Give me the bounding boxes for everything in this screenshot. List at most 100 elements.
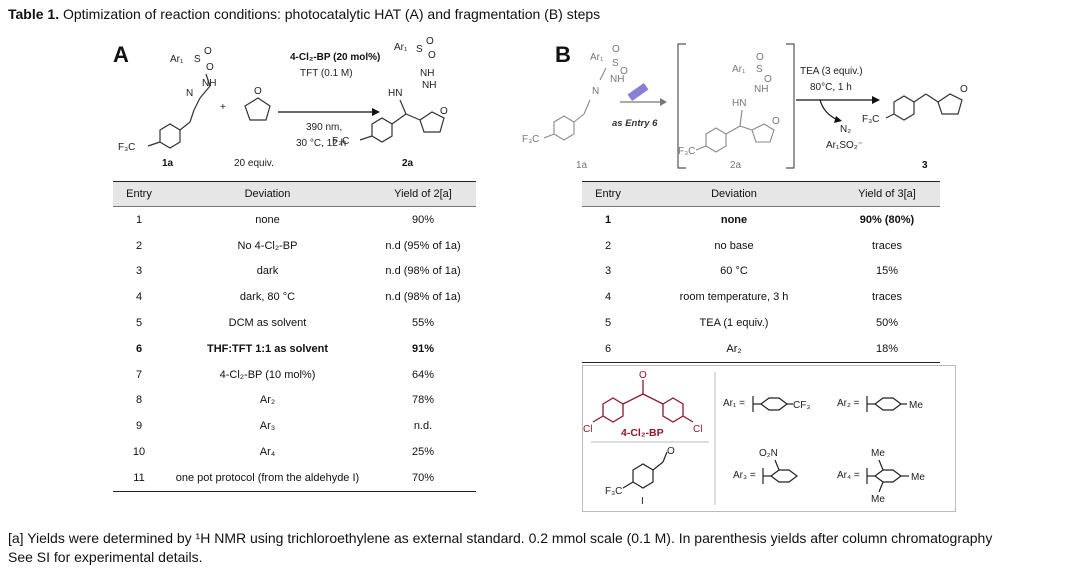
table-row: 9 Ar₃ n.d. [113, 413, 476, 439]
entry-cell: 11 [113, 464, 165, 492]
entry-cell: 6 [135, 342, 143, 355]
table-row: 1 none 90% (80%) [582, 207, 940, 233]
legend-structures: O Cl Cl 4-Cl₂-BP O F₃C I Ar₁ = CF₃ Ar₂ =… [583, 370, 925, 507]
table-row: 5 TEA (1 equiv.) 50% [582, 310, 940, 336]
yield-cell: 90% (80%) [859, 213, 915, 226]
svg-text:S: S [756, 64, 763, 75]
molecule-1a: Ar₁ S O O NH N F₃C [118, 46, 216, 153]
ar1-text-b2: Ar₁ [732, 64, 746, 75]
deviation-cell: THF:TFT 1:1 as solvent [206, 342, 329, 355]
yield-cell: 90% [411, 213, 435, 226]
table-row: 5 DCM as solvent 55% [113, 310, 476, 336]
legend-box: O Cl Cl 4-Cl₂-BP O F₃C I Ar₁ = CF₃ Ar₂ =… [582, 365, 956, 512]
aldehyde-i: I [641, 496, 644, 507]
lamp-icon [627, 82, 649, 102]
as-entry-label: as Entry 6 [612, 118, 658, 129]
deviation-cell: dark, 80 °C [239, 291, 296, 304]
table-row: 2 no base traces [582, 233, 940, 259]
condition-temp-a: 30 °C, 12 h [296, 138, 346, 149]
svg-text:S: S [194, 54, 201, 65]
yield-cell: 18% [834, 335, 940, 363]
deviation-cell: one pot protocol (from the aldehyde I) [165, 464, 370, 492]
entry-cell: 8 [135, 394, 143, 407]
entry-cell: 7 [135, 368, 143, 381]
svg-text:O: O [620, 66, 628, 77]
svg-text:O: O [960, 84, 968, 95]
deviation-cell: dark [256, 265, 279, 278]
table-row: 7 4-Cl₂-BP (10 mol%) 64% [113, 362, 476, 388]
reagent-catalyst-a: 4-Cl₂-BP (20 mol%) [290, 52, 380, 63]
svg-text:O: O [756, 52, 764, 63]
scheme-b: Ar₁ O S O NH N F₃C 1a as Entry 6 Ar₁ O S… [522, 43, 968, 171]
table-b-header: Entry Deviation Yield of 3[a] [582, 181, 940, 207]
entry-cell: 5 [604, 317, 612, 330]
svg-text:NH: NH [422, 80, 436, 91]
ar3-sub: O₂N [759, 448, 778, 459]
svg-text:NH: NH [420, 68, 434, 79]
entry-cell: 6 [582, 335, 634, 363]
deviation-cell: Ar₂ [259, 394, 276, 407]
table-row: 8 Ar₂ 78% [113, 388, 476, 414]
deviation-cell: room temperature, 3 h [679, 291, 789, 304]
svg-text:O: O [426, 36, 434, 47]
deviation-cell: TEA (1 equiv.) [699, 317, 769, 330]
thf-molecule: O [244, 86, 271, 121]
footnote-line1: [a] Yields were determined by ¹H NMR usi… [8, 530, 993, 546]
deviation-cell: Ar₃ [259, 420, 276, 433]
svg-text:O: O [772, 116, 780, 127]
table-caption: Table 1. Optimization of reaction condit… [8, 6, 600, 22]
byproduct-n2: N₂ [840, 124, 851, 135]
molecule-2a: Ar₁ S O O NH NH HN O F₃C [332, 36, 448, 147]
entry-cell: 1 [135, 213, 143, 226]
catalyst-structure: O [592, 370, 694, 423]
yield-cell: n.d. [413, 420, 433, 433]
entry-cell: 2 [604, 239, 612, 252]
ar3-label: Ar₃ = [733, 470, 756, 481]
label-2a-b: 2a [730, 160, 742, 171]
reagent-solvent-a: TFT (0.1 M) [300, 68, 353, 79]
deviation-cell: no base [714, 239, 754, 252]
deviation-cell: Ar₄ [259, 446, 276, 459]
ar4-label: Ar₄ = [837, 470, 860, 481]
ar2-sub: Me [909, 400, 923, 411]
ar2-label: Ar₂ = [837, 398, 860, 409]
entry-cell: 4 [135, 291, 143, 304]
caption-text: Optimization of reaction conditions: pho… [59, 6, 601, 22]
header-entry: Entry [126, 188, 152, 200]
svg-text:O: O [206, 62, 214, 73]
ar4-sub-para: Me [911, 472, 925, 483]
deviation-cell: none [255, 213, 280, 226]
svg-text:O: O [440, 106, 448, 117]
svg-text:NH: NH [202, 78, 216, 89]
table-a-header: Entry Deviation Yield of 2[a] [113, 181, 476, 207]
yield-cell: 55% [411, 317, 435, 330]
ar4-sub-bottom: Me [871, 494, 885, 505]
molecule-2a-intermediate: Ar₁ O S O NH HN O F₃C [678, 52, 780, 157]
svg-text:S: S [416, 44, 423, 55]
ar1-text-a2: Ar₁ [394, 42, 408, 53]
f3c-text-b2: F₃C [678, 146, 695, 157]
reagent-base-b: TEA (3 equiv.) [800, 66, 863, 77]
f3c-text-a1: F₃C [118, 142, 135, 153]
aldehyde-f3c: F₃C [605, 486, 622, 497]
ar1-text-a: Ar₁ [170, 54, 184, 65]
deviation-cell: 4-Cl₂-BP (10 mol%) [219, 368, 316, 381]
yield-cell: 70% [370, 464, 476, 492]
table-b: Entry Deviation Yield of 3[a] 1 none 90% (… [582, 181, 940, 363]
yield-cell: n.d (98% of 1a) [385, 265, 461, 278]
table-row: 2 No 4-Cl₂-BP n.d (95% of 1a) [113, 233, 476, 259]
panel-a-letter: A [113, 42, 129, 67]
table-row: 10 Ar₄ 25% [113, 439, 476, 465]
label-1a-b: 1a [576, 160, 588, 171]
yield-cell: 50% [875, 317, 899, 330]
entry-cell: 3 [135, 265, 143, 278]
table-row: 4 dark, 80 °C n.d (98% of 1a) [113, 284, 476, 310]
ar1-text-b1: Ar₁ [590, 52, 604, 63]
deviation-cell: No 4-Cl₂-BP [237, 239, 298, 252]
yield-cell: n.d (98% of 1a) [385, 291, 461, 304]
svg-text:+: + [220, 102, 226, 113]
entry-cell: 9 [135, 420, 143, 433]
byproduct-so2: Ar₁SO₂⁻ [826, 140, 863, 151]
ar1-label: Ar₁ = [723, 398, 745, 409]
label-2a: 2a [402, 158, 414, 169]
